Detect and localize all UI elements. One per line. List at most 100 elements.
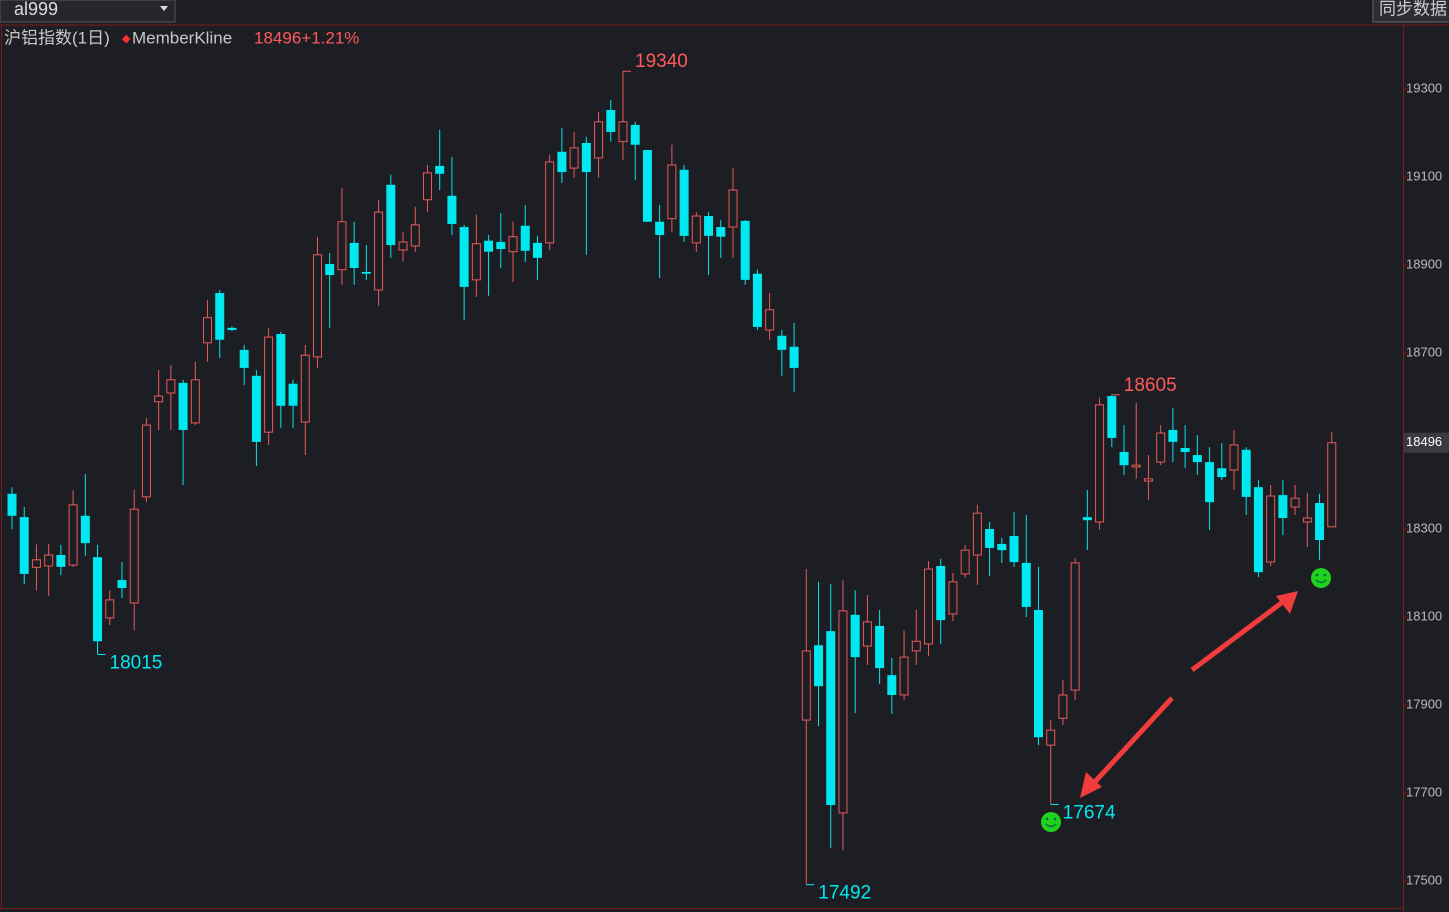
symbol-text: al999	[14, 0, 58, 19]
candle-body	[129, 508, 139, 604]
diamond-icon: ◆	[122, 33, 131, 45]
candle-body	[691, 215, 701, 244]
candle-body	[875, 625, 885, 669]
candle-body	[56, 554, 66, 567]
candle-body	[569, 147, 579, 169]
candle-body	[1168, 429, 1178, 442]
extreme-label: 19340	[635, 51, 688, 72]
candle-body	[374, 211, 384, 291]
candle-body	[496, 242, 506, 250]
candle-body	[814, 645, 824, 687]
candle-body	[288, 383, 298, 406]
y-tick-label: 17500	[1406, 873, 1442, 888]
candle-body	[1033, 609, 1043, 738]
candle-body	[239, 349, 249, 368]
change-percent: +1.21%	[301, 28, 359, 47]
candle-body	[1156, 432, 1166, 463]
y-tick-label: 18300	[1406, 520, 1442, 535]
candle-body	[1229, 444, 1239, 471]
candle-body	[1058, 694, 1068, 719]
candle-body	[740, 220, 750, 280]
candle-body	[1119, 451, 1129, 466]
candle-body	[251, 375, 261, 442]
extreme-label: 17492	[818, 883, 871, 904]
candle-body	[1266, 495, 1276, 563]
candle-body	[1021, 562, 1031, 607]
candle-body	[899, 656, 909, 696]
candle-body	[1095, 404, 1105, 523]
candle-body	[1143, 478, 1153, 482]
candle-body	[545, 161, 555, 244]
sync-button[interactable]	[1372, 0, 1449, 23]
candle-body	[887, 675, 897, 695]
candle-body	[1070, 562, 1080, 691]
candle-body	[410, 224, 420, 247]
candle-body	[826, 631, 836, 805]
candle-body	[141, 424, 151, 498]
candle-body	[557, 151, 567, 173]
candle-body	[7, 493, 17, 516]
y-tick-label: 18700	[1406, 344, 1442, 359]
candle-body	[117, 580, 127, 588]
candle-body	[1192, 455, 1202, 463]
y-tick-label: 19300	[1406, 80, 1442, 95]
candle-body	[1009, 536, 1019, 563]
candle-body	[838, 610, 848, 814]
extreme-label: 17674	[1063, 803, 1116, 824]
candle-body	[300, 354, 310, 423]
candle-body	[630, 124, 640, 145]
candle-body	[1278, 495, 1288, 519]
candle-body	[1302, 517, 1312, 523]
candle-body	[1327, 442, 1337, 528]
extreme-label: 18015	[110, 652, 163, 673]
candle-body	[1180, 448, 1190, 452]
candle-body	[264, 336, 274, 433]
candle-body	[1131, 464, 1141, 468]
dropdown-arrow	[160, 6, 168, 11]
candle-body	[789, 346, 799, 368]
extreme-label: 18605	[1124, 375, 1177, 396]
candle-body	[276, 334, 286, 406]
chart-title: 沪铝指数(1日)	[4, 28, 110, 47]
candle-body	[655, 221, 665, 235]
candle-body	[752, 273, 762, 327]
smiley-marker	[1311, 568, 1331, 588]
candle-body	[166, 379, 176, 394]
candle-body	[704, 216, 714, 236]
y-tick-label: 18900	[1406, 256, 1442, 271]
candle-body	[1253, 487, 1263, 573]
y-tick-label: 19100	[1406, 168, 1442, 183]
candle-body	[215, 293, 225, 340]
candle-body	[313, 254, 322, 358]
candle-body	[862, 621, 872, 647]
candle-body	[1241, 449, 1251, 497]
last-price: 18496	[254, 28, 301, 47]
sync-button-text: 同步数据	[1379, 0, 1447, 18]
candle-body	[447, 195, 457, 224]
candle-body	[936, 565, 946, 621]
candle-body	[203, 317, 213, 344]
candle-body	[361, 271, 371, 274]
symbol-dropdown[interactable]	[0, 0, 176, 23]
candle-body	[679, 169, 689, 236]
candle-body	[349, 242, 359, 268]
candle-body	[154, 395, 164, 403]
candle-body	[985, 529, 995, 548]
current-price-label: 18496	[1406, 434, 1442, 449]
candle-body	[618, 121, 628, 143]
arrow	[1190, 591, 1298, 672]
candle-body	[459, 227, 469, 287]
candle-body	[31, 559, 41, 568]
candle-body	[178, 382, 188, 430]
candle-body	[105, 599, 115, 619]
candle-body	[765, 309, 775, 331]
y-tick-label: 18100	[1406, 608, 1442, 623]
candle-body	[911, 640, 921, 652]
candle-body	[325, 264, 335, 276]
candle-body	[594, 121, 604, 159]
candle-body	[728, 189, 738, 228]
candle-body	[667, 164, 677, 220]
candle-body	[93, 557, 103, 642]
